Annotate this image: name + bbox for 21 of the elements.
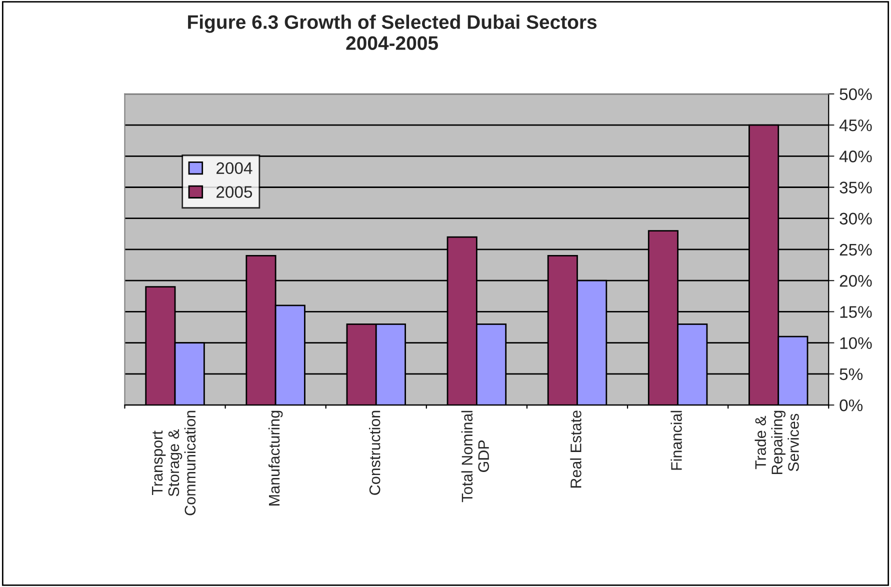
x-tick-label: Transport Storage & Communication <box>152 410 196 516</box>
legend-label: 2004 <box>216 162 252 174</box>
y-tick-label: 45% <box>839 120 872 132</box>
y-tick-label: 20% <box>840 274 872 287</box>
y-tick-label: 5% <box>840 368 863 380</box>
y-tick-label: 25% <box>840 244 872 256</box>
chart-title: Figure 6.3 Growth of Selected Dubai Sectors 2004-2005 <box>188 14 597 50</box>
y-tick-label: 0% <box>840 399 863 412</box>
x-tick-label: Construction <box>369 410 380 495</box>
x-tick-label: Manufacturing <box>268 410 283 506</box>
x-tick-label: Total Nominal GDP <box>461 410 490 502</box>
y-tick-label: 30% <box>840 212 872 225</box>
y-tick-label: 15% <box>840 306 872 318</box>
x-tick-label: Real Estate <box>570 410 582 488</box>
y-tick-label: 35% <box>840 182 872 194</box>
y-tick-label: 10% <box>840 337 872 350</box>
y-tick-label: 40% <box>839 150 872 162</box>
legend-label: 2005 <box>216 186 252 198</box>
x-tick-label: Trade & Repairing Services <box>754 410 799 474</box>
x-tick-label: Financial <box>670 410 682 470</box>
y-tick-label: 50% <box>840 88 872 100</box>
